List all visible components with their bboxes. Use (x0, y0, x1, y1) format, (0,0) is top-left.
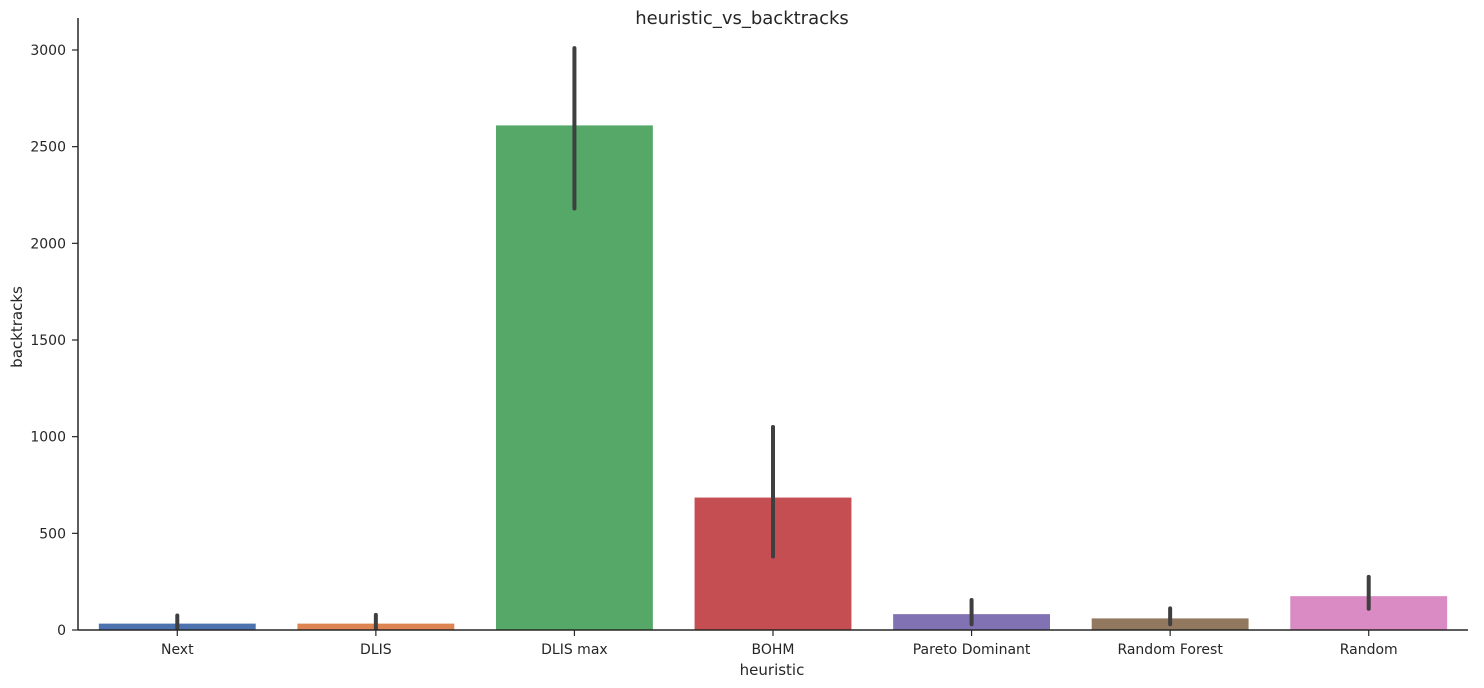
x-tick-label: Random Forest (1117, 642, 1223, 658)
x-tick-label: BOHM (752, 642, 795, 658)
x-tick-label: Next (161, 642, 194, 658)
x-tick-label: Random (1340, 642, 1398, 658)
y-axis-ticks: 0 500 1000 1500 2000 2500 3000 (30, 43, 78, 639)
y-tick-label: 1000 (30, 430, 66, 446)
y-tick-label: 2500 (30, 140, 66, 156)
y-tick-label: 500 (39, 526, 66, 542)
chart-title: heuristic_vs_backtracks (635, 8, 849, 29)
y-tick-label: 2000 (30, 236, 66, 252)
error-bars (175, 46, 1371, 631)
y-tick-label: 0 (57, 623, 66, 639)
x-tick-label: DLIS max (541, 642, 608, 658)
y-axis-label: backtracks (8, 286, 26, 368)
x-axis-ticks: Next DLIS DLIS max BOHM Pareto Dominant Rando… (161, 630, 1398, 658)
x-tick-label: Pareto Dominant (913, 642, 1031, 658)
y-tick-label: 3000 (30, 43, 66, 59)
x-axis-label: heuristic (740, 661, 805, 679)
x-tick-label: DLIS (360, 642, 392, 658)
y-tick-label: 1500 (30, 333, 66, 349)
